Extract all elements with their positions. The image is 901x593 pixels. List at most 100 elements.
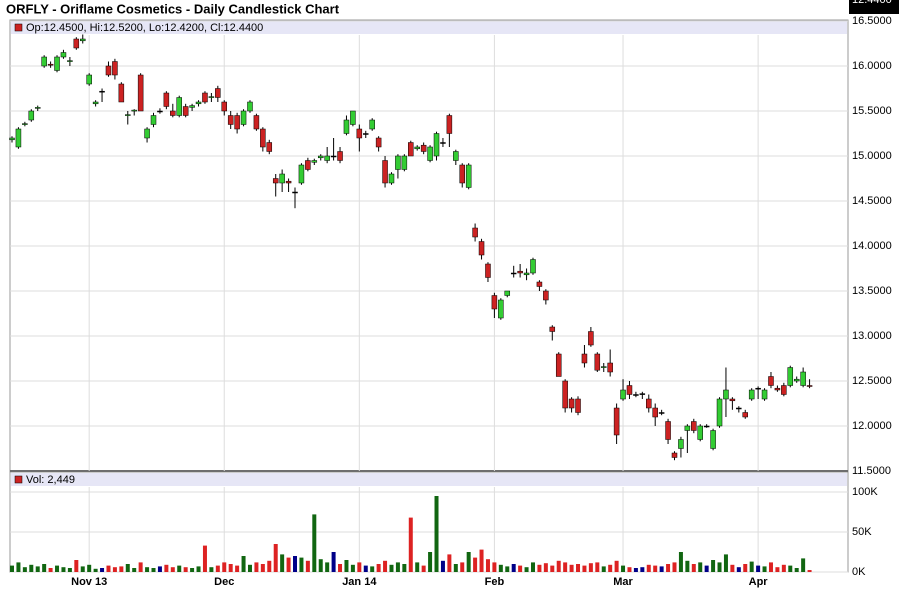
volume-bar — [408, 517, 413, 572]
volume-bar — [479, 549, 484, 572]
volume-bar — [93, 568, 98, 572]
volume-bar — [383, 560, 388, 572]
volume-bar — [543, 563, 548, 572]
candle-body — [208, 96, 215, 98]
y-tick-label: 12.5000 — [852, 375, 892, 387]
volume-bar — [434, 496, 439, 572]
candle-body — [54, 56, 60, 71]
candle-body — [736, 407, 742, 410]
volume-bar — [518, 565, 523, 572]
volume-bar — [582, 565, 587, 572]
volume-bar — [35, 566, 40, 572]
volume-bar — [807, 570, 812, 572]
volume-legend-strip — [11, 473, 847, 486]
volume-bar — [312, 514, 317, 572]
candle-body — [549, 326, 556, 332]
volume-bar — [42, 564, 47, 572]
volume-bar — [447, 554, 452, 572]
candle-body — [427, 146, 433, 161]
candle-body — [382, 160, 388, 184]
candle-body — [787, 367, 794, 386]
volume-bar — [492, 562, 497, 572]
volume-bar — [10, 565, 14, 572]
candle-body — [247, 101, 253, 112]
candle-body — [781, 385, 787, 395]
candle-body — [433, 133, 440, 157]
volume-bar — [376, 564, 381, 572]
y-tick-label: 11.5000 — [852, 465, 891, 477]
y-tick-label: 14.0000 — [852, 240, 892, 252]
volume-bar — [756, 565, 761, 572]
candle-body — [279, 173, 285, 184]
y-tick-label: 15.0000 — [852, 150, 892, 162]
candle-body — [723, 389, 729, 400]
candle-body — [67, 60, 73, 62]
candle-body — [131, 109, 137, 112]
volume-bar — [440, 560, 445, 572]
candle-body — [182, 106, 189, 116]
volume-bar — [241, 556, 246, 572]
volume-bar — [801, 558, 806, 572]
candle-body — [806, 385, 813, 387]
volume-bar — [215, 565, 220, 572]
candle-body — [678, 439, 684, 449]
candle-body — [99, 90, 105, 93]
candle-body — [272, 178, 279, 184]
x-tick-label: Jan 14 — [342, 576, 377, 588]
candle-body — [684, 425, 691, 431]
y-tick-label: 15.5000 — [852, 105, 892, 117]
candle-body — [47, 63, 54, 66]
candle-body — [626, 385, 633, 395]
candle-body — [305, 160, 311, 170]
legend-swatch — [14, 23, 23, 32]
candle-body — [292, 191, 298, 194]
volume-bar — [344, 560, 349, 572]
volume-bar — [363, 565, 368, 572]
candle-body — [363, 133, 369, 135]
y-tick-label: 12.0000 — [852, 420, 892, 432]
candle-body — [41, 56, 47, 67]
candle-body — [350, 110, 356, 125]
volume-bar — [576, 564, 581, 572]
volume-bar — [325, 562, 330, 572]
volume-bar — [749, 561, 754, 572]
candle-body — [459, 164, 465, 184]
candle-body — [401, 155, 408, 170]
volume-bar — [228, 564, 233, 572]
marks — [9, 34, 813, 572]
volume-bar — [331, 552, 336, 572]
candle-body — [729, 398, 736, 402]
volume-bar — [498, 564, 503, 572]
candle-body — [73, 38, 80, 49]
candle-body — [568, 398, 575, 409]
volume-bar — [80, 566, 85, 572]
candle-body — [555, 353, 562, 377]
volume-bar — [67, 568, 72, 572]
volume-bar — [402, 564, 407, 572]
candle-body — [137, 74, 144, 112]
candle-body — [356, 128, 363, 139]
candle-body — [710, 430, 716, 449]
candle-body — [800, 371, 806, 386]
candle-body — [543, 290, 549, 301]
volume-bar — [61, 567, 66, 572]
volume-tick-label: 100K — [852, 486, 878, 498]
candle-body — [761, 389, 768, 400]
volume-bar — [132, 568, 137, 572]
candle-body — [9, 137, 15, 141]
candle-body — [240, 110, 247, 125]
volume-bar — [318, 559, 323, 572]
volume-bar — [460, 562, 465, 572]
candle-body — [343, 119, 350, 134]
candle-body — [34, 107, 41, 109]
candle-body — [150, 115, 157, 125]
candle-body — [472, 227, 478, 238]
candle-body — [703, 425, 710, 428]
x-tick-label: Feb — [485, 576, 505, 588]
volume-bar — [209, 567, 214, 572]
x-tick-label: Apr — [749, 576, 769, 588]
volume-bar — [466, 552, 471, 572]
volume-bar — [485, 559, 490, 572]
volume-bar — [100, 568, 105, 572]
candle-body — [562, 380, 568, 409]
